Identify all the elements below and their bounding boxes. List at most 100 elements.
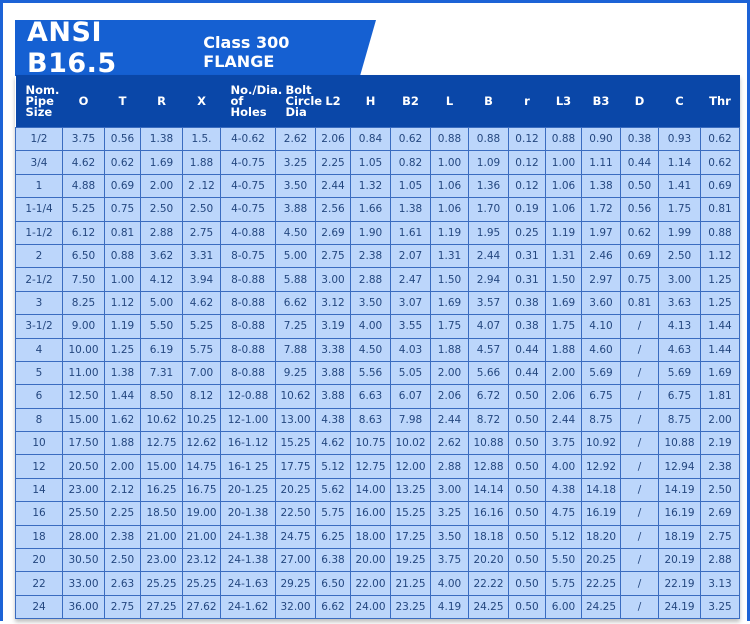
table-cell: 2.88 xyxy=(700,548,740,573)
table-cell: 2.46 xyxy=(581,243,621,269)
table-cell: 0.84 xyxy=(350,126,391,152)
table-cell: 1.90 xyxy=(350,220,391,245)
table-cell: 4.63 xyxy=(658,337,701,362)
table-cell: 1.00 xyxy=(104,267,141,292)
table-cell: 3.50 xyxy=(350,290,391,316)
table-cell: 28.00 xyxy=(62,524,105,550)
table-cell: 4.62 xyxy=(62,150,105,175)
table-cell: 0.90 xyxy=(581,126,621,152)
table-cell: 4.07 xyxy=(468,314,509,339)
table-cell: 1.50 xyxy=(545,267,582,292)
table-cell: 0.50 xyxy=(508,431,546,456)
table-cell: 2.75 xyxy=(315,243,351,269)
table-cell: 5.75 xyxy=(315,501,351,526)
table-cell: 29.25 xyxy=(275,571,316,596)
table-cell: 2.25 xyxy=(104,501,141,526)
table-row: 3/4 4.62 0.62 1.69 1.88 4-0.75 3.25 2.25 1.05 0.8… xyxy=(15,150,740,175)
table-cell: 4 xyxy=(15,337,63,362)
table-cell: 3.12 xyxy=(315,290,351,316)
table-cell: 2.50 xyxy=(182,197,221,222)
title-banner: ANSI B16.5 Class 300 FLANGE xyxy=(15,17,376,79)
table-cell: 3.50 xyxy=(430,524,469,550)
table-cell: 23.12 xyxy=(182,548,221,573)
table-cell: 20.00 xyxy=(350,548,391,573)
table-cell: 1.12 xyxy=(104,290,141,316)
table-cell: 0.25 xyxy=(508,220,546,245)
table-cell: 7.00 xyxy=(182,360,221,386)
table-cell: 3.25 xyxy=(700,594,740,620)
table-cell: 2.94 xyxy=(468,267,509,292)
table-cell: 18 xyxy=(15,524,63,550)
table-cell: 3.75 xyxy=(62,126,105,152)
table-cell: 0.62 xyxy=(104,150,141,175)
table-cell: 3.75 xyxy=(545,431,582,456)
table-row: 2 6.50 0.88 3.62 3.31 8-0.75 5.00 2.75 2.38 2.07 1… xyxy=(15,243,740,269)
table-cell: 1.88 xyxy=(545,337,582,362)
table-cell: 16.19 xyxy=(581,501,621,526)
table-cell: 3.19 xyxy=(315,314,351,339)
table-cell: 22.22 xyxy=(468,571,509,596)
table-cell: 27.25 xyxy=(140,594,183,620)
table-cell: 0.88 xyxy=(104,243,141,269)
table-cell: 22 xyxy=(15,571,63,596)
table-cell: 1.61 xyxy=(390,220,431,245)
table-cell: 24-1.63 xyxy=(220,571,276,596)
table-cell: 0.81 xyxy=(620,290,659,316)
table-cell: 20-1.38 xyxy=(220,501,276,526)
table-cell: 2.00 xyxy=(140,173,183,199)
column-header: C xyxy=(658,75,701,128)
table-cell: 4-0.75 xyxy=(220,197,276,222)
table-cell: 2.44 xyxy=(468,243,509,269)
table-cell: 0.62 xyxy=(390,126,431,152)
table-cell: 10.02 xyxy=(390,431,431,456)
table-cell: / xyxy=(620,594,659,620)
table-row: 3 8.25 1.12 5.00 4.62 8-0.88 6.62 3.12 3.50 3.07 1… xyxy=(15,290,740,316)
table-cell: 16 xyxy=(15,501,63,526)
table-cell: 0.38 xyxy=(620,126,659,152)
table-cell: 1.75 xyxy=(658,197,701,222)
table-cell: 24-1.38 xyxy=(220,548,276,573)
table-cell: 0.19 xyxy=(508,197,546,222)
table-cell: 1.06 xyxy=(545,197,582,222)
table-cell: 24.19 xyxy=(658,594,701,620)
table-cell: 4.50 xyxy=(275,220,316,245)
table-cell: 5.25 xyxy=(62,197,105,222)
table-cell: 2.00 xyxy=(104,454,141,479)
table-cell: 12.75 xyxy=(140,431,183,456)
table-cell: 7.98 xyxy=(390,407,431,433)
table-cell: 1.88 xyxy=(430,337,469,362)
table-cell: 18.20 xyxy=(581,524,621,550)
table-cell: 0.50 xyxy=(508,454,546,479)
table-cell: 2 .12 xyxy=(182,173,221,199)
table-cell: 10.75 xyxy=(350,431,391,456)
table-cell: 23.25 xyxy=(390,594,431,620)
table-cell: / xyxy=(620,431,659,456)
table-cell: 6 xyxy=(15,384,63,409)
table-cell: 17.50 xyxy=(62,431,105,456)
table-cell: 8-0.75 xyxy=(220,243,276,269)
table-cell: 5.75 xyxy=(545,571,582,596)
table-cell: 2.69 xyxy=(700,501,740,526)
table-cell: 24.75 xyxy=(275,524,316,550)
table-cell: 12.00 xyxy=(390,454,431,479)
table-cell: 3.00 xyxy=(315,267,351,292)
table-cell: 0.31 xyxy=(508,267,546,292)
table-cell: 0.12 xyxy=(508,126,546,152)
table-cell: 4.62 xyxy=(315,431,351,456)
table-cell: 4.57 xyxy=(468,337,509,362)
table-cell: 0.38 xyxy=(508,290,546,316)
table-cell: 12-0.88 xyxy=(220,384,276,409)
table-cell: 2.44 xyxy=(430,407,469,433)
table-cell: 0.88 xyxy=(468,126,509,152)
column-header: H xyxy=(350,75,391,128)
table-cell: 4.03 xyxy=(390,337,431,362)
table-cell: 1.05 xyxy=(350,150,391,175)
table-cell: 14.00 xyxy=(350,477,391,503)
table-cell: 5.56 xyxy=(350,360,391,386)
table-cell: 14.19 xyxy=(658,477,701,503)
table-cell: 3.88 xyxy=(315,384,351,409)
table-cell: 1.14 xyxy=(658,150,701,175)
table-cell: 2.00 xyxy=(430,360,469,386)
table-cell: 5.75 xyxy=(182,337,221,362)
table-cell: 4.00 xyxy=(545,454,582,479)
